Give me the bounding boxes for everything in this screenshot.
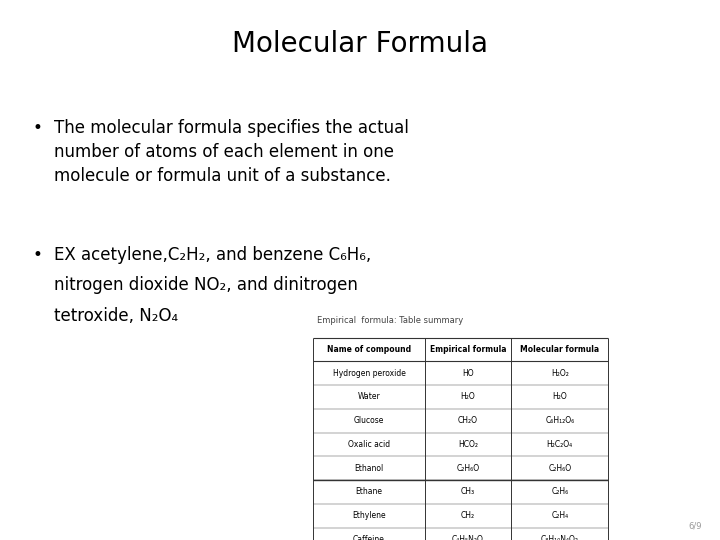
Text: nitrogen dioxide NO₂, and dinitrogen: nitrogen dioxide NO₂, and dinitrogen xyxy=(54,276,358,294)
Text: Caffeine: Caffeine xyxy=(353,535,385,540)
Text: C₂H₆O: C₂H₆O xyxy=(456,464,480,472)
Text: H₂O: H₂O xyxy=(461,393,475,401)
Text: HO: HO xyxy=(462,369,474,377)
Text: Ethane: Ethane xyxy=(356,488,382,496)
Text: H₂C₂O₄: H₂C₂O₄ xyxy=(546,440,573,449)
Text: CH₂: CH₂ xyxy=(461,511,475,520)
Text: Water: Water xyxy=(358,393,380,401)
Text: C₆H₁₂O₆: C₆H₁₂O₆ xyxy=(545,416,575,425)
Text: C₈H₁₀N₄O₂: C₈H₁₀N₄O₂ xyxy=(541,535,579,540)
Text: C₂H₆O: C₂H₆O xyxy=(548,464,572,472)
Text: Empirical formula: Empirical formula xyxy=(430,345,506,354)
Text: Oxalic acid: Oxalic acid xyxy=(348,440,390,449)
Text: Ethanol: Ethanol xyxy=(354,464,384,472)
Text: Glucose: Glucose xyxy=(354,416,384,425)
Text: CH₃: CH₃ xyxy=(461,488,475,496)
Text: H₂O₂: H₂O₂ xyxy=(551,369,569,377)
Text: The molecular formula specifies the actual
number of atoms of each element in on: The molecular formula specifies the actu… xyxy=(54,119,409,185)
Text: H₂O: H₂O xyxy=(552,393,567,401)
Text: C₂H₄: C₂H₄ xyxy=(552,511,568,520)
Text: tetroxide, N₂O₄: tetroxide, N₂O₄ xyxy=(54,307,178,325)
Text: •: • xyxy=(32,119,42,137)
Text: Molecular formula: Molecular formula xyxy=(521,345,599,354)
Text: Name of compound: Name of compound xyxy=(327,345,411,354)
Text: •: • xyxy=(32,246,42,264)
Text: Molecular Formula: Molecular Formula xyxy=(232,30,488,58)
Text: Hydrogen peroxide: Hydrogen peroxide xyxy=(333,369,405,377)
Text: EX acetylene,C₂H₂, and benzene C₆H₆,: EX acetylene,C₂H₂, and benzene C₆H₆, xyxy=(54,246,372,264)
Text: 6/9: 6/9 xyxy=(688,521,702,530)
Text: Empirical  formula: Table summary: Empirical formula: Table summary xyxy=(317,316,463,325)
Text: HCO₂: HCO₂ xyxy=(458,440,478,449)
Text: CH₂O: CH₂O xyxy=(458,416,478,425)
Text: Ethylene: Ethylene xyxy=(352,511,386,520)
Text: C₄H₅N₂O: C₄H₅N₂O xyxy=(452,535,484,540)
Text: C₂H₆: C₂H₆ xyxy=(552,488,568,496)
